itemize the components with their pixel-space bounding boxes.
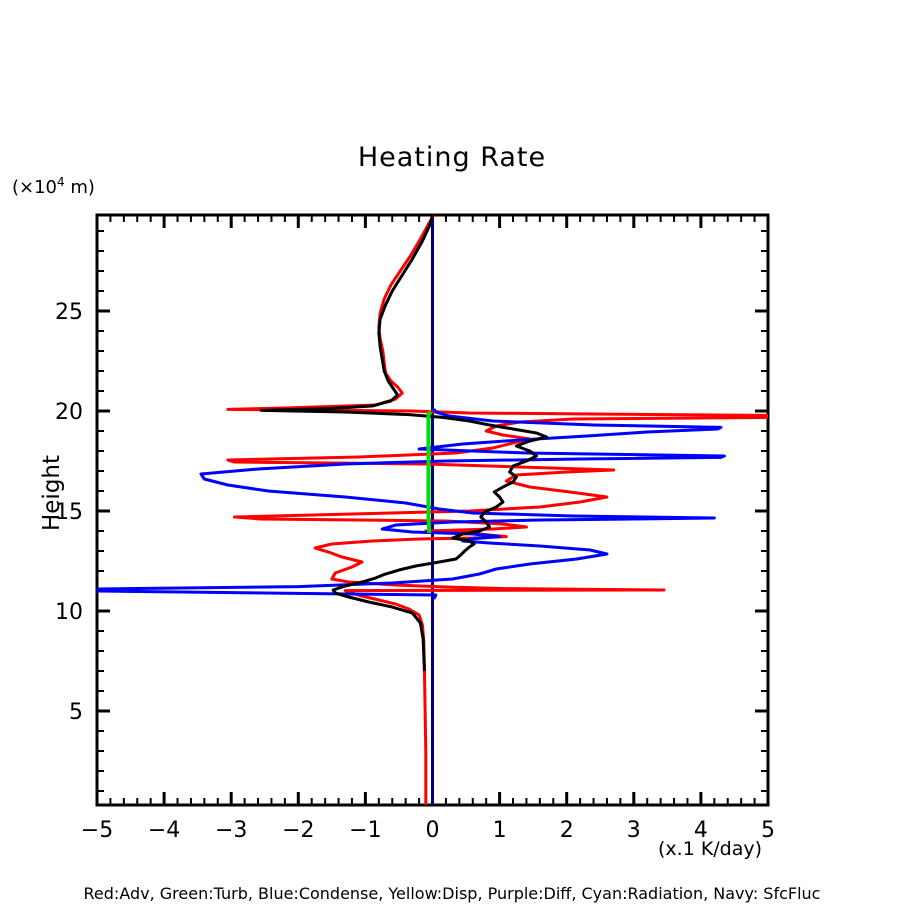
x-tick-label: −5	[81, 818, 113, 843]
y-unit-prefix: (×10	[12, 177, 58, 198]
x-tick-label: 2	[560, 818, 574, 843]
series-line-total	[259, 215, 549, 672]
x-axis-unit-label: (x.1 K/day)	[658, 838, 763, 860]
series-group	[97, 215, 768, 805]
series-line-adv	[226, 215, 768, 805]
y-axis-title: Height	[39, 454, 65, 532]
y-tick-label: 15	[55, 500, 83, 525]
y-tick-label: 5	[69, 700, 83, 725]
x-tick-label: 0	[426, 818, 440, 843]
x-tick-label: 1	[493, 818, 507, 843]
legend-caption: Red:Adv, Green:Turb, Blue:Condense, Yell…	[83, 884, 821, 903]
series-line-turb	[426, 410, 433, 533]
y-unit-suffix: m)	[64, 177, 95, 198]
series-line-condense	[97, 408, 726, 600]
axes-group: −5 −4 −3 −2 −1 0 1 2 3 4 5 5 10 15 20 25	[55, 213, 775, 843]
x-tick-label: −4	[148, 818, 180, 843]
x-tick-label: −1	[349, 818, 381, 843]
x-tick-label: 5	[761, 818, 775, 843]
x-tick-label: 4	[694, 818, 708, 843]
y-tick-label: 10	[55, 600, 83, 625]
page-title: Heating Rate	[357, 142, 547, 173]
y-tick-label: 20	[55, 400, 83, 425]
y-unit-exponent: 4	[57, 175, 65, 189]
x-tick-label: −3	[215, 818, 247, 843]
y-axis-unit-label: (×104 m)	[12, 175, 95, 198]
x-tick-label: −2	[282, 818, 314, 843]
x-tick-label: 3	[627, 818, 641, 843]
y-tick-label: 25	[55, 300, 83, 325]
